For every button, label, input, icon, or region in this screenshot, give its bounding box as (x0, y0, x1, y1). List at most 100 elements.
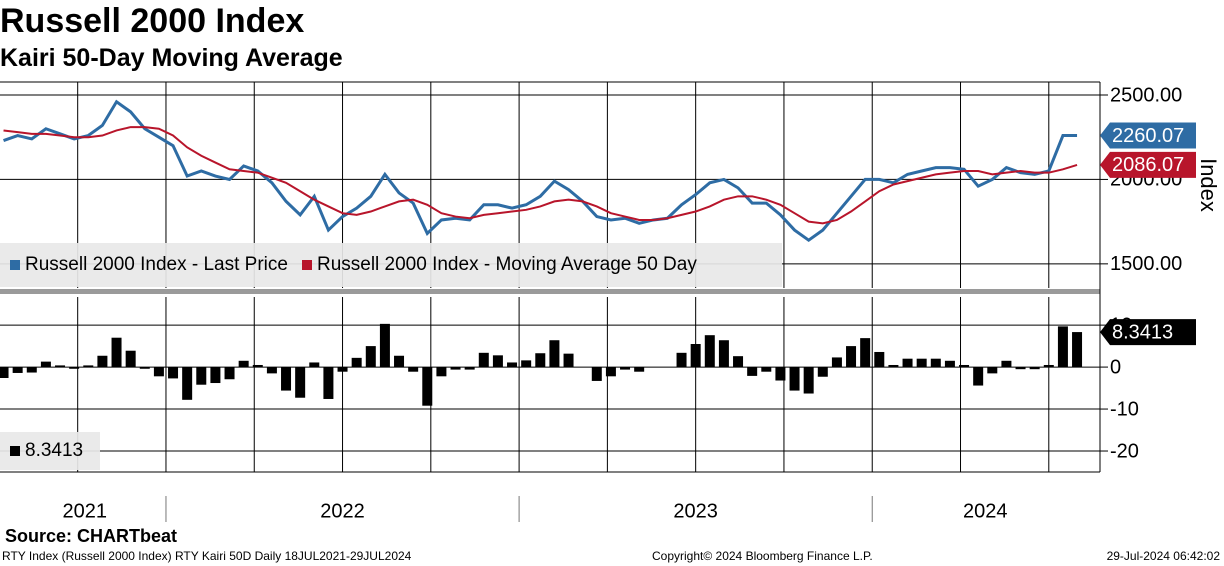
x-tick-label: 2024 (963, 500, 1008, 522)
bar (0, 367, 9, 378)
bar (775, 367, 786, 381)
y-tick-label: -10 (1110, 398, 1139, 420)
y-axis-label: Index (1196, 158, 1221, 212)
bar (634, 367, 645, 372)
x-tick-label: 2021 (63, 500, 108, 522)
bar (1015, 367, 1026, 370)
value-tag-label: 8.3413 (1112, 321, 1173, 343)
bar (55, 365, 66, 368)
bar (111, 337, 122, 368)
legend-label: Russell 2000 Index - Last Price (25, 254, 288, 275)
x-tick-label: 2022 (320, 500, 365, 522)
bar (450, 367, 461, 370)
legend-swatch (10, 260, 20, 270)
bar (704, 335, 715, 368)
bar (1029, 367, 1040, 370)
bar (323, 367, 334, 399)
series-line (3, 99, 1078, 243)
bar (591, 367, 602, 381)
bar (12, 367, 23, 373)
bar (860, 338, 871, 368)
value-tag-label: 2086.07 (1112, 154, 1184, 176)
y-tick-label: -20 (1110, 440, 1139, 462)
panel-divider (0, 289, 1100, 294)
bar (718, 340, 729, 368)
legend: Russell 2000 Index - Last Price Russell … (0, 243, 782, 287)
bar (973, 367, 984, 386)
bar (521, 360, 532, 368)
legend-swatch (10, 446, 20, 456)
bar (196, 367, 207, 385)
x-tick-label: 2023 (673, 500, 718, 522)
bar (478, 352, 489, 368)
bar (224, 367, 235, 380)
bar (1072, 332, 1083, 368)
bar (959, 364, 970, 368)
source: Source: CHARTbeat (5, 526, 178, 546)
bar (535, 353, 546, 368)
bar (846, 346, 857, 368)
copyright: Copyright© 2024 Bloomberg Finance L.P. (652, 549, 873, 563)
bar (1043, 364, 1054, 368)
bar (436, 367, 447, 377)
bar (1057, 326, 1068, 368)
bar (351, 357, 362, 368)
value-tag (1100, 319, 1196, 346)
legend-swatch (301, 260, 312, 270)
bar (238, 360, 249, 368)
legend-value: 8.3413 (25, 440, 84, 461)
bar (874, 351, 885, 368)
bar (422, 367, 433, 406)
bar (168, 367, 179, 379)
bar (987, 367, 998, 374)
y-tick-label: 2500.00 (1110, 84, 1182, 106)
subtitle: Kairi 50-Day Moving Average (0, 44, 343, 72)
y-tick-label: 1500.00 (1110, 253, 1182, 275)
bar (620, 367, 631, 370)
bar (153, 367, 164, 377)
bar (747, 367, 758, 376)
bar (831, 357, 842, 368)
bar (40, 361, 51, 368)
value-tag-label: 2260.07 (1112, 125, 1184, 147)
bar (549, 340, 560, 368)
footer-info: RTY Index (Russell 2000 Index) RTY Kairi… (2, 549, 412, 563)
bar (309, 362, 320, 368)
bar (337, 367, 348, 372)
bar (944, 360, 955, 368)
bar (803, 367, 814, 394)
bar (394, 355, 405, 368)
bar (379, 323, 390, 368)
y-tick-label: 0 (1110, 356, 1121, 378)
bar (733, 356, 744, 368)
bar (408, 367, 419, 372)
bar (182, 367, 193, 400)
bar (761, 367, 772, 372)
bar (252, 364, 263, 368)
legend: 8.3413 (0, 432, 100, 470)
bar (916, 358, 927, 368)
bar (125, 350, 136, 368)
bar (365, 346, 376, 368)
timestamp: 29-Jul-2024 06:42:02 (1106, 549, 1220, 563)
series-line (3, 126, 1078, 225)
bar (464, 367, 475, 370)
bar (605, 367, 616, 377)
bar (281, 367, 292, 391)
legend-label: Russell 2000 Index - Moving Average 50 D… (316, 254, 697, 275)
bar (902, 358, 913, 368)
bar (26, 367, 37, 373)
bar (139, 367, 150, 369)
bar (676, 352, 687, 368)
bar (295, 367, 306, 398)
bar (930, 358, 941, 368)
bar (789, 367, 800, 391)
bar (1001, 360, 1012, 368)
bar (690, 344, 701, 368)
bar (266, 367, 277, 374)
bar (563, 353, 574, 368)
bar (888, 364, 899, 368)
bar (97, 355, 108, 368)
